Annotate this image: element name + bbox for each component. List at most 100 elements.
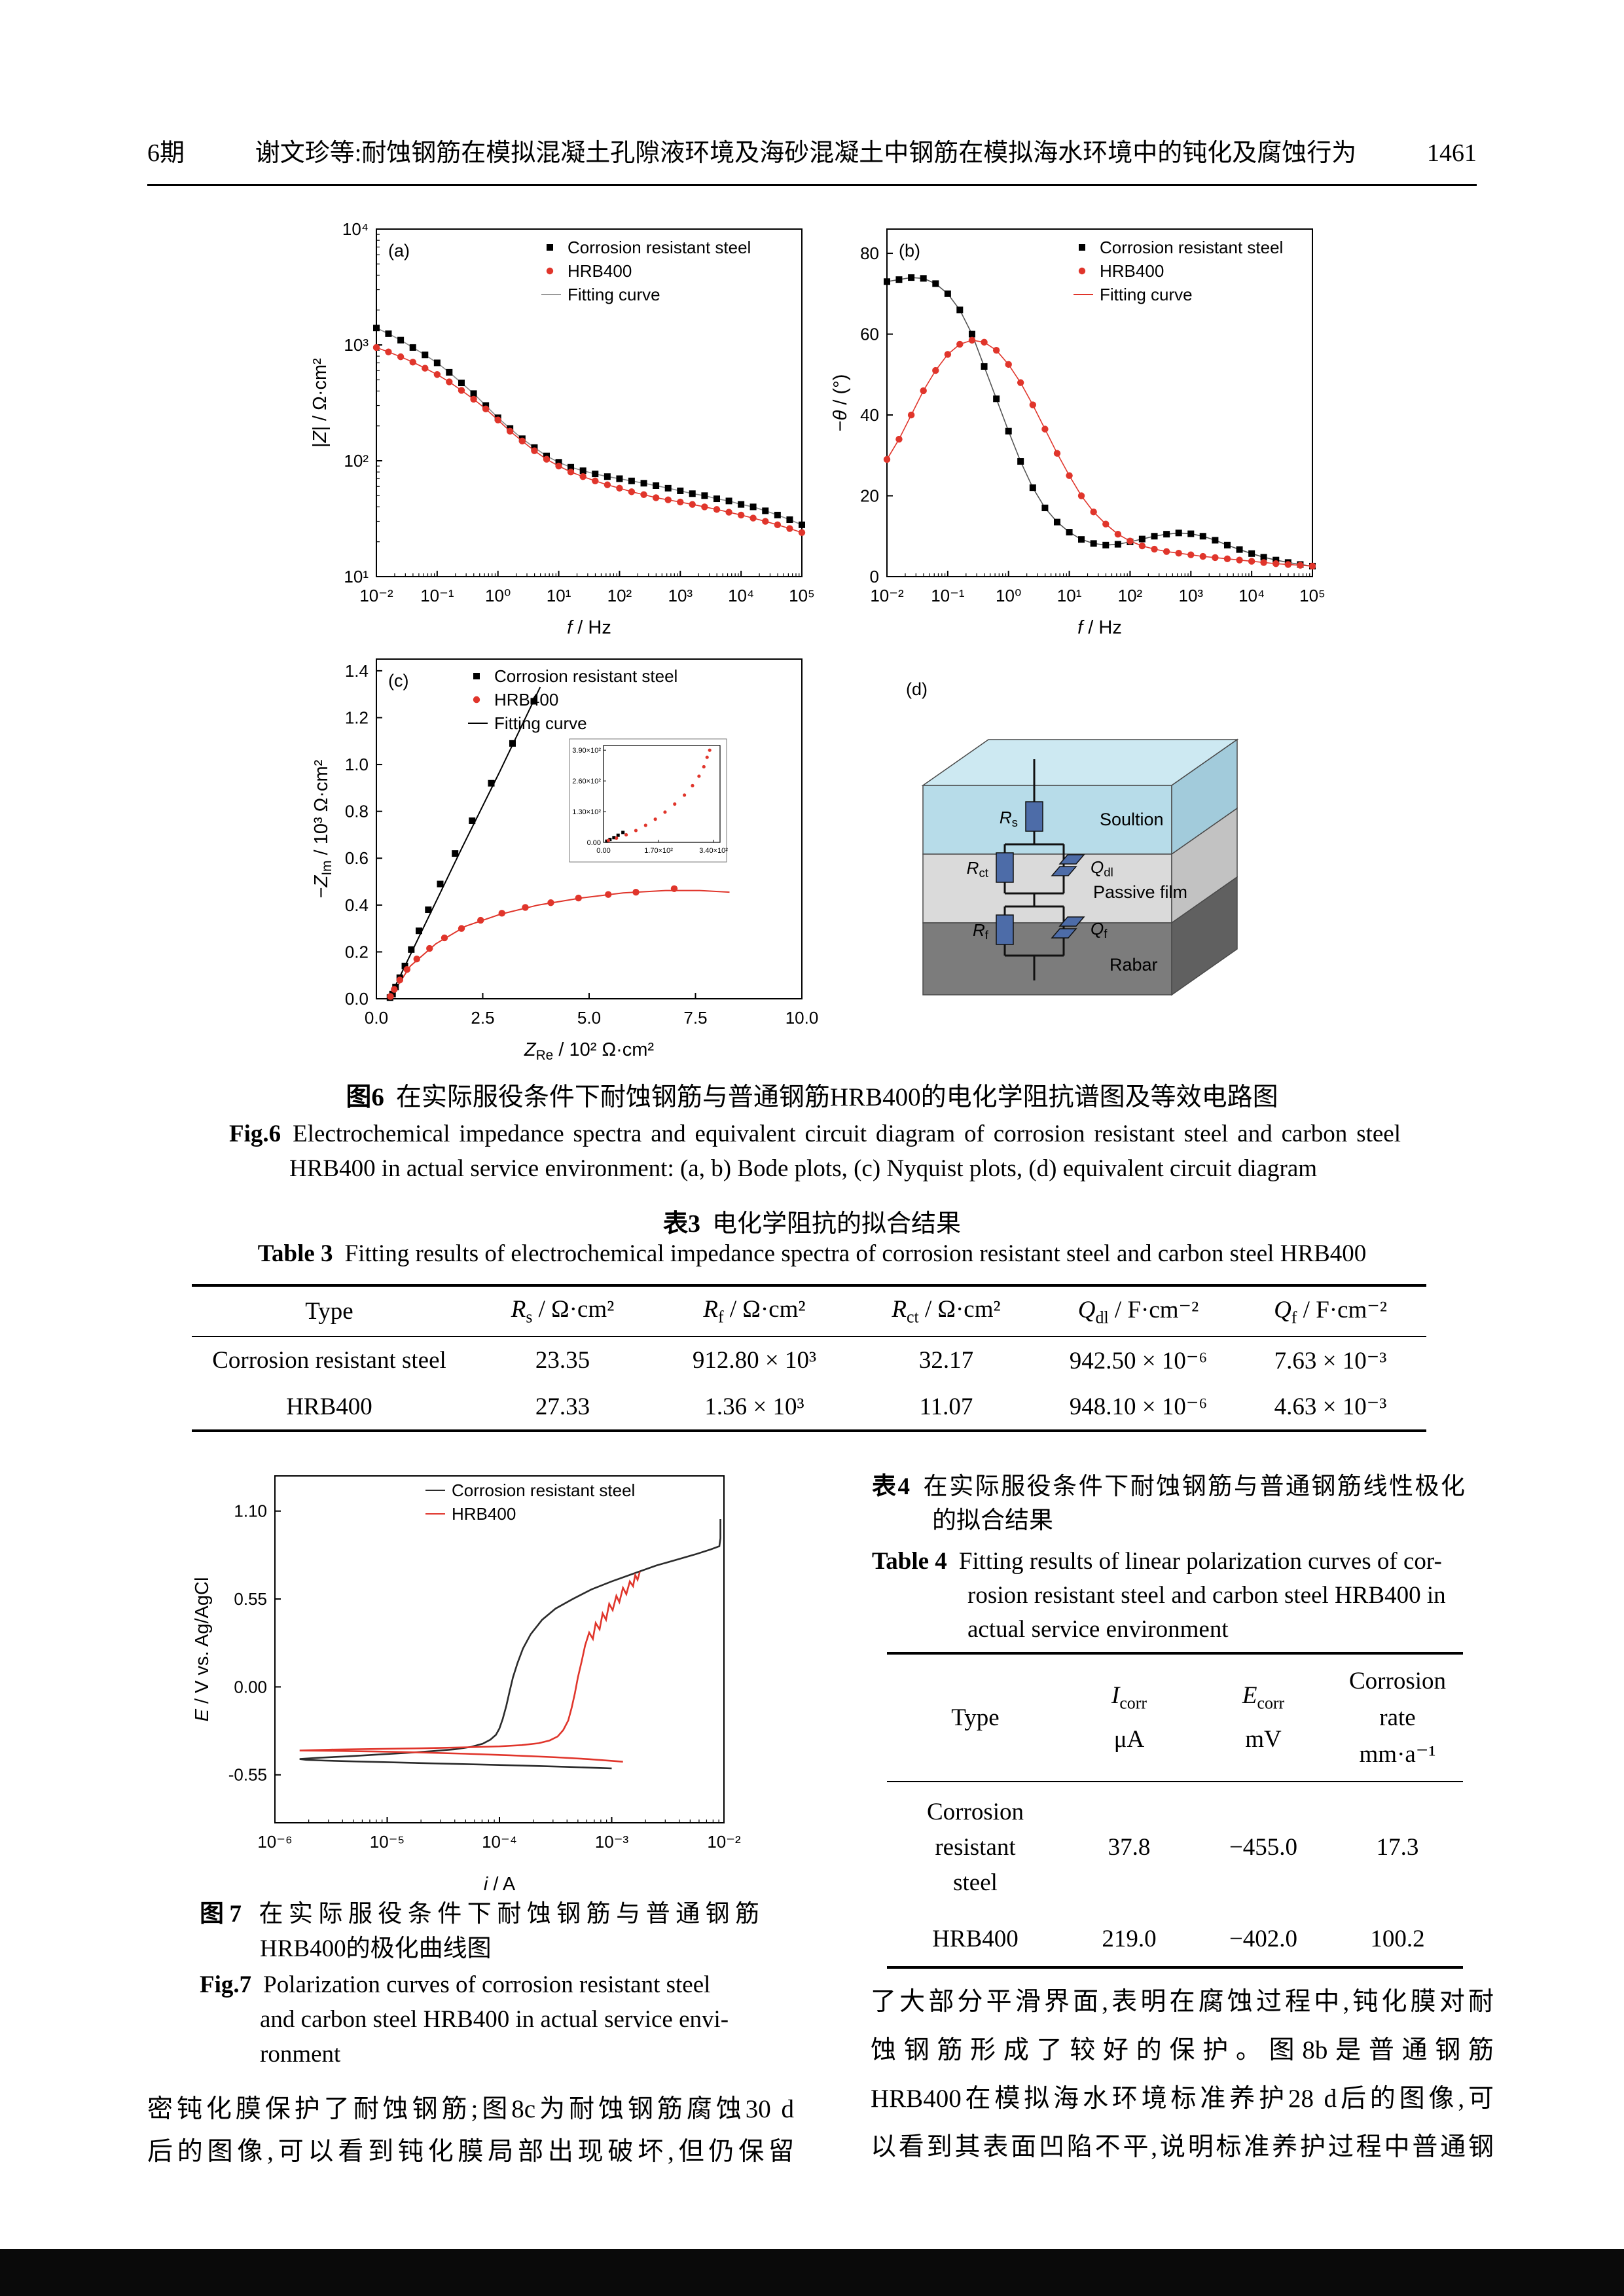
text-line: 表4 在实际服役条件下耐蚀钢筋与普通钢筋线性极化: [872, 1473, 1466, 1500]
svg-text:10⁻²: 10⁻²: [359, 586, 393, 605]
column-header: Qf / F·cm⁻²: [1235, 1284, 1426, 1337]
cpe-qf-icon: [1051, 916, 1085, 939]
table-row: HRB400 27.33 1.36 × 10³ 11.07 948.10 × 1…: [192, 1384, 1426, 1432]
series-corrosion-resistant-steel: [299, 1518, 721, 1770]
fitting-curve: [388, 889, 730, 999]
svg-text:Fitting curve: Fitting curve: [494, 713, 587, 733]
series-hrb400: [387, 885, 678, 1000]
y-axis: 0 20 40 60 80: [860, 243, 893, 586]
svg-text:f / Hz: f / Hz: [567, 617, 611, 638]
table3: Type Rs / Ω·cm² Rf / Ω·cm² Rct / Ω·cm² Q…: [192, 1284, 1426, 1432]
svg-text:10¹: 10¹: [547, 586, 571, 605]
svg-text:10²: 10²: [607, 586, 632, 605]
svg-text:i / A: i / A: [484, 1874, 516, 1895]
table-cell: 100.2: [1332, 1912, 1463, 1969]
axes-box: [274, 1475, 725, 1823]
x-axis: 10⁻² 10⁻¹ 10⁰ 10¹ 10² 10³ 10⁴ 10⁵: [870, 571, 1326, 605]
table-cell: Corrosion resistant steel: [927, 1798, 1024, 1896]
svg-text:0.55: 0.55: [234, 1589, 267, 1609]
cpe-qdl-icon: [1051, 854, 1085, 876]
panel-label: (d): [906, 679, 928, 699]
svg-text:1.70×10²: 1.70×10²: [644, 847, 673, 855]
svg-text:2.5: 2.5: [471, 1008, 494, 1028]
text-line: HRB400 in actual service environment: (a…: [289, 1155, 1318, 1182]
inset-chart: 0.00 1.70×10² 3.40×10² 0.00 1.30×10² 2.60×10²…: [569, 738, 728, 863]
svg-text:1.30×10²: 1.30×10²: [572, 808, 601, 816]
x-axis: 0.0 2.5 5.0 7.5 10.0: [365, 993, 818, 1028]
legend: Corrosion resistant steel HRB400 Fitting c…: [541, 238, 751, 304]
svg-text:10⁰: 10⁰: [996, 586, 1021, 605]
running-header: 6期 谢文珍等:耐蚀钢筋在模拟混凝土孔隙液环境及海砂混凝土中钢筋在模拟海水环境中…: [147, 132, 1477, 168]
passive-film-layer: [922, 853, 1172, 924]
svg-text:1.4: 1.4: [345, 661, 369, 681]
figure6-panel-a-bode-magnitude-chart: 10⁻² 10⁻¹ 10⁰ 10¹ 10² 10³ 10⁴ 10⁵ 10¹ 10² 10³ 10⁴ f …: [310, 219, 815, 638]
rebar-label: Rabar: [1110, 955, 1158, 975]
text-line: 了大部分平滑界面,表明在腐蚀过程中,钝化膜对耐: [871, 1988, 1494, 2016]
svg-text:10¹: 10¹: [344, 567, 369, 586]
column-header: Rs / Ω·cm²: [467, 1284, 659, 1337]
text-line: 以看到其表面凹陷不平,说明标准养护过程中普通钢: [871, 2133, 1494, 2161]
svg-text:0.00: 0.00: [596, 847, 610, 855]
text-line: actual service environment: [967, 1616, 1229, 1643]
issue-number: 6期: [147, 139, 185, 167]
svg-text:HRB400: HRB400: [568, 261, 632, 281]
svg-text:10⁴: 10⁴: [1238, 586, 1265, 605]
svg-text:10³: 10³: [668, 586, 693, 605]
series-corrosion-resistant-steel: [373, 325, 805, 528]
svg-text:3.90×10²: 3.90×10²: [572, 747, 601, 755]
table-cell: −455.0: [1229, 1833, 1298, 1861]
axes-box: [376, 228, 803, 577]
table4-title-en: Table 4 Fitting results of linear polariz…: [872, 1545, 1465, 1647]
table-row: HRB400 219.0 −402.0 100.2: [887, 1912, 1463, 1969]
table-row: Corrosion resistant steel 23.35 912.80 ×…: [192, 1336, 1426, 1384]
svg-text:20: 20: [860, 486, 879, 506]
table-cell: HRB400: [887, 1912, 1064, 1969]
svg-text:60: 60: [860, 325, 879, 344]
svg-text:1.0: 1.0: [345, 755, 369, 774]
series-corrosion-resistant-steel: [884, 274, 1316, 569]
table-cell: 17.3: [1376, 1833, 1419, 1861]
legend: Corrosion resistant steel HRB400 Fitting c…: [468, 666, 677, 733]
table-cell: 7.63 × 10⁻³: [1274, 1347, 1387, 1374]
svg-text:10⁻²: 10⁻²: [707, 1832, 741, 1852]
figure7-polarization-chart: 10⁻⁶ 10⁻⁵ 10⁻⁴ 10⁻³ 10⁻² -0.55 0.00 0.55 1.10 i /…: [192, 1475, 741, 1895]
table-cell: 27.33: [467, 1384, 659, 1432]
resistor-rs: [1025, 801, 1043, 832]
table3-header-row: Type Rs / Ω·cm² Rf / Ω·cm² Rct / Ω·cm² Q…: [192, 1284, 1426, 1337]
svg-text:0.00: 0.00: [587, 839, 601, 847]
table3-title-cn: 表3 电化学阻抗的拟合结果: [662, 1210, 962, 1238]
svg-text:10²: 10²: [1118, 586, 1143, 605]
svg-text:10⁰: 10⁰: [485, 586, 511, 605]
svg-text:3.40×10²: 3.40×10²: [699, 847, 728, 855]
svg-text:HRB400: HRB400: [1100, 261, 1164, 281]
text-line: ronment: [260, 2041, 341, 2068]
table-row: Corrosion resistant steel 37.8 −455.0 17…: [887, 1782, 1463, 1912]
svg-text:10³: 10³: [344, 335, 369, 355]
svg-text:1.2: 1.2: [345, 708, 369, 727]
svg-text:Corrosion resistant steel: Corrosion resistant steel: [494, 666, 677, 686]
text-line: Fig.6 Electrochemical impedance spectra a…: [229, 1121, 1401, 1147]
text-line: 蚀钢筋形成了较好的保护。图8b是普通钢筋: [871, 2036, 1494, 2064]
y-axis: 10¹ 10² 10³ 10⁴: [342, 219, 382, 586]
figure7-caption-cn: 图7 在实际服役条件下耐蚀钢筋与普通钢筋 HRB400的极化曲线图: [200, 1897, 759, 1966]
svg-text:2.60×10²: 2.60×10²: [572, 778, 601, 785]
solution-layer: [922, 785, 1172, 855]
svg-text:HRB400: HRB400: [494, 690, 558, 709]
table-cell: 1.36 × 10³: [659, 1384, 850, 1432]
svg-text:E / V vs. Ag/AgCl: E / V vs. Ag/AgCl: [192, 1577, 213, 1722]
text-line: 的拟合结果: [932, 1507, 1053, 1534]
resistor-rct: [996, 852, 1014, 883]
svg-text:-0.55: -0.55: [228, 1765, 267, 1785]
svg-text:0.4: 0.4: [345, 895, 369, 915]
text-line: Fig.7 Polarization curves of corrosion re…: [200, 1971, 711, 1998]
series-hrb400: [372, 344, 806, 536]
svg-text:Fitting curve: Fitting curve: [1100, 285, 1193, 304]
svg-text:10³: 10³: [1178, 586, 1203, 605]
svg-text:Corrosion resistant steel: Corrosion resistant steel: [568, 238, 751, 257]
resistor-rf: [996, 914, 1014, 945]
text-line: HRB400在模拟海水环境标准养护28 d后的图像,可: [871, 2085, 1494, 2113]
svg-text:10⁻¹: 10⁻¹: [420, 586, 454, 605]
body-paragraph-right: 了大部分平滑界面,表明在腐蚀过程中,钝化膜对耐 蚀钢筋形成了较好的保护。图8b是…: [871, 1978, 1494, 2172]
text-line: rosion resistant steel and carbon steel …: [967, 1582, 1446, 1609]
column-header: Type: [192, 1284, 467, 1337]
